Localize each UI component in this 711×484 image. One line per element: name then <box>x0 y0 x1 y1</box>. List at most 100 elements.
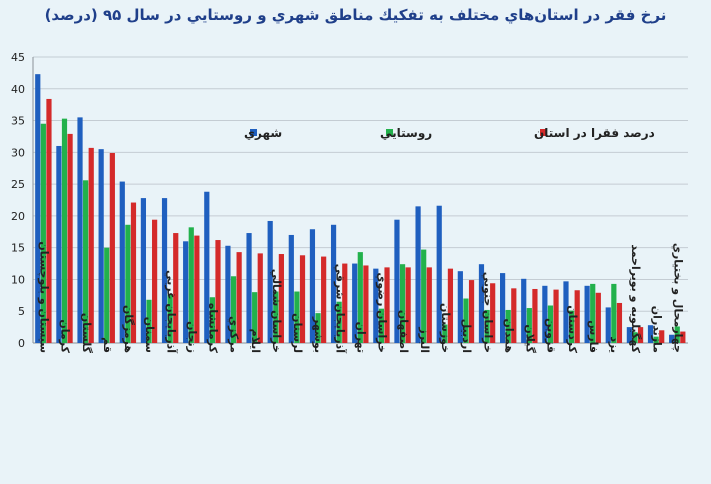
bar-urban <box>415 206 421 343</box>
bar-rural <box>209 297 215 343</box>
bar-rural <box>399 264 406 343</box>
y-tick-label: 15 <box>11 242 25 255</box>
bar-province <box>426 267 432 343</box>
bar-rural <box>146 299 152 343</box>
chart-title: نرخ فقر در استان‌هاي مختلف به تفكيك مناط… <box>44 6 667 24</box>
bar-province <box>257 253 263 343</box>
y-tick-label: 35 <box>11 115 25 128</box>
bar-province <box>215 240 221 343</box>
bar-urban <box>119 181 125 343</box>
bar-urban <box>542 285 548 343</box>
bar-province <box>363 265 369 343</box>
y-tick-label: 45 <box>11 51 25 64</box>
x-category-label: زنجان <box>185 321 198 353</box>
bar-province <box>384 267 390 343</box>
bar-rural <box>547 305 554 343</box>
y-tick-label: 5 <box>18 305 25 318</box>
bar-urban <box>394 219 400 343</box>
x-category-label: چهارمحال و بختياري <box>671 243 684 353</box>
x-category-label: مركزي <box>228 316 241 353</box>
bar-rural <box>252 292 258 343</box>
bar-rural <box>632 332 638 343</box>
bar-urban <box>225 245 231 343</box>
y-tick-label: 0 <box>18 337 25 350</box>
x-category-label: گلستان <box>80 313 93 354</box>
bar-urban <box>669 334 675 343</box>
x-category-label: اصفهان <box>397 310 410 353</box>
x-category-label: مازندران <box>650 306 663 353</box>
bar-rural <box>273 291 279 343</box>
x-category-label: همدان <box>502 318 515 353</box>
x-category-label: كرمان <box>59 319 72 353</box>
bar-province <box>553 289 559 343</box>
x-category-label: آذربايجان شرقي <box>333 264 347 354</box>
bar-province <box>236 252 242 343</box>
legend-label: شهري <box>244 126 282 140</box>
x-category-label: البرز <box>418 326 431 353</box>
bar-province <box>173 233 179 343</box>
x-category-label: سمنان <box>143 317 156 353</box>
bar-province <box>680 331 686 343</box>
bar-province <box>299 255 306 343</box>
bar-rural <box>505 309 511 343</box>
bar-province <box>511 288 517 343</box>
x-category-label: خراسان رضوي <box>376 272 389 353</box>
bar-province <box>194 235 200 343</box>
bar-province <box>532 288 538 343</box>
bar-urban <box>56 145 62 343</box>
bar-rural <box>674 326 680 343</box>
bar-urban <box>140 198 147 343</box>
bar-rural <box>336 301 342 343</box>
bar-province <box>321 256 327 343</box>
x-category-label: خراسان جنوبي <box>481 272 494 353</box>
bar-urban <box>626 327 632 343</box>
bar-province <box>152 219 158 343</box>
y-tick-label: 30 <box>11 146 25 159</box>
bar-rural <box>526 308 532 343</box>
bar-province <box>109 152 115 343</box>
x-category-label: خوزستان <box>439 303 452 353</box>
bar-province <box>574 290 580 343</box>
bar-urban <box>500 273 506 343</box>
bar-rural <box>590 283 596 343</box>
bar-urban <box>161 198 168 343</box>
x-category-label: كهگيلويه و بويراحمد <box>629 244 642 353</box>
bar-province <box>595 292 601 343</box>
bar-urban <box>584 285 590 343</box>
bar-rural <box>125 224 131 343</box>
bar-rural <box>315 313 321 343</box>
x-category-label: خراسان شمالي <box>270 269 283 353</box>
bar-province <box>342 263 348 343</box>
bar-urban <box>330 224 337 343</box>
bar-urban <box>352 263 358 343</box>
bar-province <box>130 202 137 343</box>
bar-urban <box>605 307 611 343</box>
bar-urban <box>309 229 316 343</box>
legend-label: درصد فقرا در استان <box>534 126 655 140</box>
x-category-label: گيلان <box>524 324 537 353</box>
bar-rural <box>357 252 363 343</box>
bar-province <box>490 283 496 343</box>
bar-province <box>278 254 284 343</box>
bar-province <box>46 98 52 344</box>
y-tick-label: 25 <box>11 178 25 191</box>
bar-rural <box>568 310 575 343</box>
y-tick-label: 10 <box>11 273 25 286</box>
x-category-label: يزد <box>608 336 621 353</box>
bar-province <box>659 330 665 343</box>
x-category-label: ايلام <box>249 329 262 353</box>
bar-urban <box>647 325 654 343</box>
legend-label: روستايي <box>380 126 432 141</box>
bar-rural <box>653 336 659 343</box>
bar-rural <box>611 283 617 343</box>
bar-urban <box>204 191 210 343</box>
bar-province <box>468 280 475 343</box>
x-category-label: قم <box>101 337 114 353</box>
x-category-label: هرمزگان <box>122 305 135 353</box>
y-tick-label: 40 <box>11 83 25 96</box>
bar-urban <box>457 271 463 343</box>
bar-province <box>616 302 623 343</box>
x-category-label: آذربايجان غربي <box>164 270 178 353</box>
